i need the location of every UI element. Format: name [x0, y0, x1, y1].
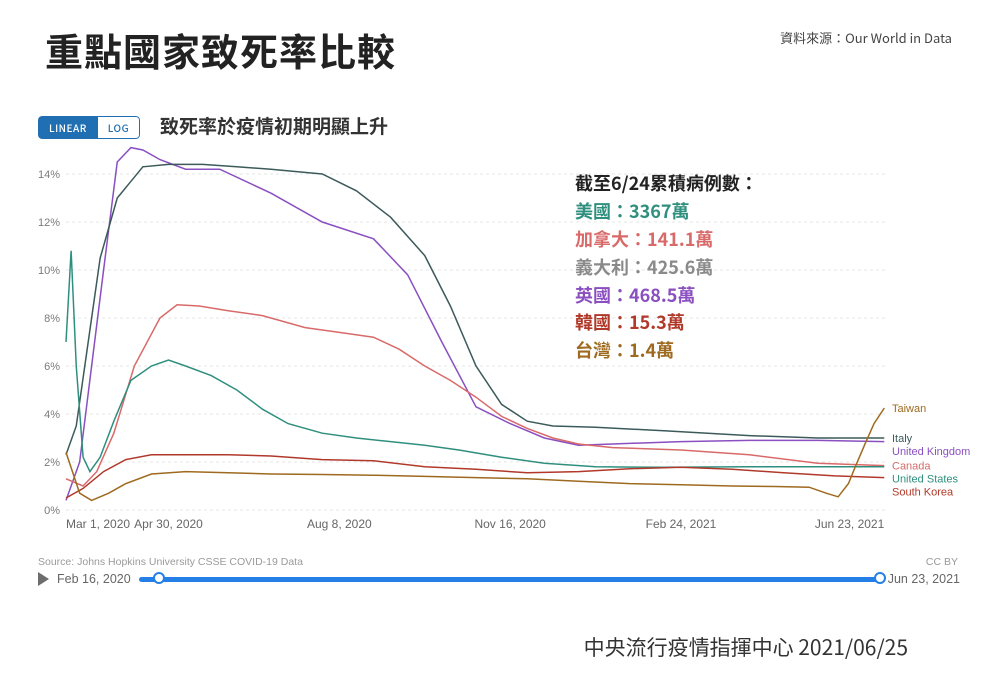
line-chart: 0% 2% 4% 6% 8% 10% 12% 14% Mar 1, 2020 Apr 30, 20… — [38, 140, 958, 530]
y-tick-label: 12% — [38, 217, 60, 229]
series-united-states — [66, 251, 884, 472]
stats-box: 截至6/24累積病例數： 美國：3367萬加拿大：141.1萬義大利：425.6… — [575, 170, 758, 365]
x-tick-label: Mar 1, 2020 — [66, 517, 130, 531]
linear-button[interactable]: LINEAR — [38, 116, 98, 139]
series-label-canada: Canada — [892, 461, 931, 473]
x-tick-label: Nov 16, 2020 — [474, 517, 546, 531]
series-label-italy: Italy — [892, 433, 913, 445]
x-tick-label: Feb 24, 2021 — [646, 517, 717, 531]
x-tick-label: Apr 30, 2020 — [134, 517, 203, 531]
cc-by: CC BY — [926, 556, 958, 568]
y-tick-label: 8% — [44, 313, 60, 325]
series-canada — [66, 305, 884, 486]
series-label-south-korea: South Korea — [892, 487, 954, 499]
page-title: 重點國家致死率比較 — [45, 22, 396, 77]
stats-row: 美國：3367萬 — [575, 198, 758, 226]
y-tick-label: 0% — [44, 505, 60, 517]
slider-handle-start[interactable] — [153, 572, 165, 584]
series-label-taiwan: Taiwan — [892, 403, 926, 415]
time-slider: Feb 16, 2020 Jun 23, 2021 — [38, 572, 960, 586]
y-tick-label: 10% — [38, 265, 60, 277]
log-button[interactable]: LOG — [98, 116, 140, 139]
chart-subtitle: 致死率於疫情初期明顯上升 — [160, 112, 388, 139]
slider-start-label: Feb 16, 2020 — [57, 572, 131, 586]
series-label-united-states: United States — [892, 474, 959, 486]
x-tick-label: Jun 23, 2021 — [815, 517, 885, 531]
chart-container: 0% 2% 4% 6% 8% 10% 12% 14% Mar 1, 2020 Apr 30, 20… — [38, 140, 958, 530]
series-italy — [66, 164, 884, 454]
stats-row: 加拿大：141.1萬 — [575, 226, 758, 254]
series-south-korea — [66, 455, 884, 498]
source-bottom: Source: Johns Hopkins University CSSE CO… — [38, 556, 303, 568]
x-tick-label: Aug 8, 2020 — [307, 517, 372, 531]
source-top: 資料來源：Our World in Data — [780, 28, 952, 47]
stats-header: 截至6/24累積病例數： — [575, 170, 758, 198]
stats-row: 台灣：1.4萬 — [575, 337, 758, 365]
series-united-kingdom — [66, 148, 884, 501]
footer-credit: 中央流行疫情指揮中心 2021/06/25 — [584, 632, 908, 662]
slider-handle-end[interactable] — [874, 572, 886, 584]
y-tick-label: 6% — [44, 361, 60, 373]
stats-row: 英國：468.5萬 — [575, 282, 758, 310]
series-label-united-kingdom: United Kingdom — [892, 446, 970, 458]
slider-end-label: Jun 23, 2021 — [888, 572, 960, 586]
y-tick-label: 4% — [44, 409, 60, 421]
y-tick-label: 2% — [44, 457, 60, 469]
slider-bar — [139, 577, 880, 582]
slider-track[interactable] — [139, 572, 880, 586]
stats-row: 韓國：15.3萬 — [575, 309, 758, 337]
play-icon[interactable] — [38, 572, 49, 586]
scale-toggle: LINEAR LOG — [38, 116, 140, 139]
y-tick-label: 14% — [38, 169, 60, 181]
stats-row: 義大利：425.6萬 — [575, 254, 758, 282]
